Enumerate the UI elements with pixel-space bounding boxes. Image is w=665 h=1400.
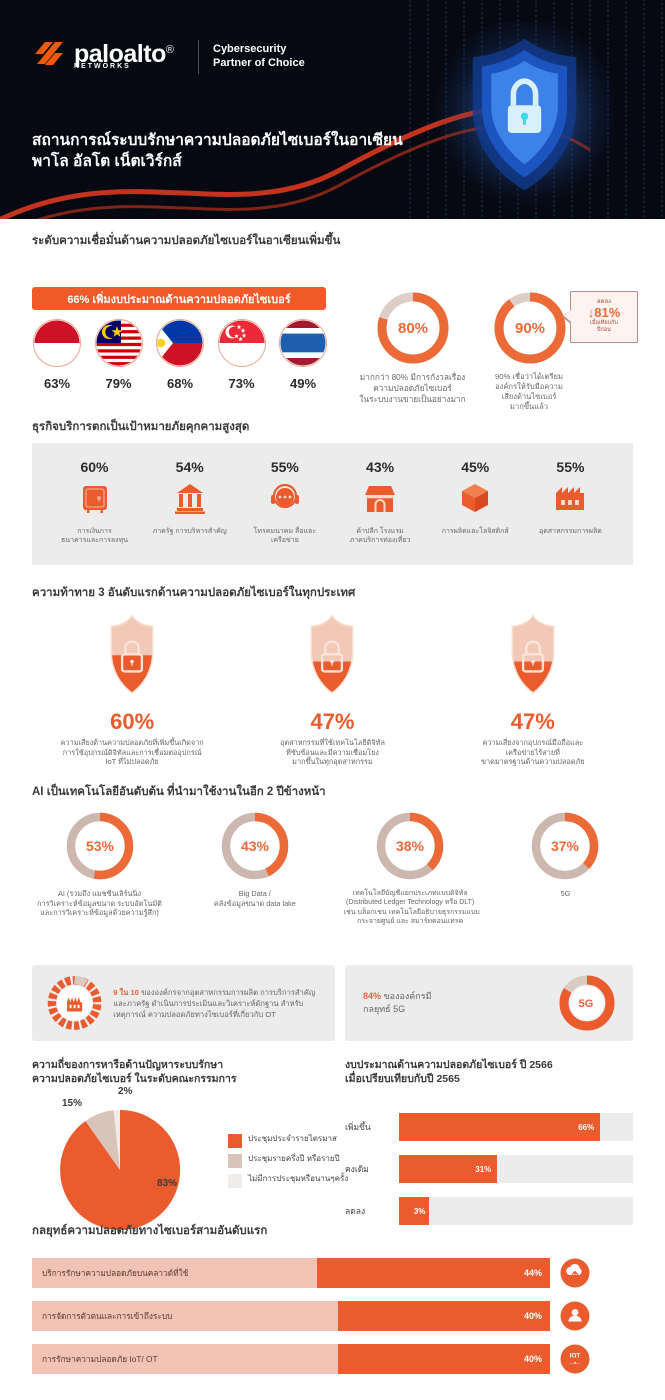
- svg-text:38%: 38%: [396, 838, 425, 854]
- svg-text:IOT: IOT: [570, 1353, 581, 1360]
- svg-text:90%: 90%: [515, 320, 545, 337]
- svg-text:—●—: —●—: [570, 1360, 580, 1365]
- svg-text:37%: 37%: [551, 838, 580, 854]
- svg-text:5G: 5G: [579, 998, 594, 1010]
- svg-text:80%: 80%: [397, 320, 427, 337]
- svg-text:53%: 53%: [85, 838, 114, 854]
- svg-text:43%: 43%: [241, 838, 270, 854]
